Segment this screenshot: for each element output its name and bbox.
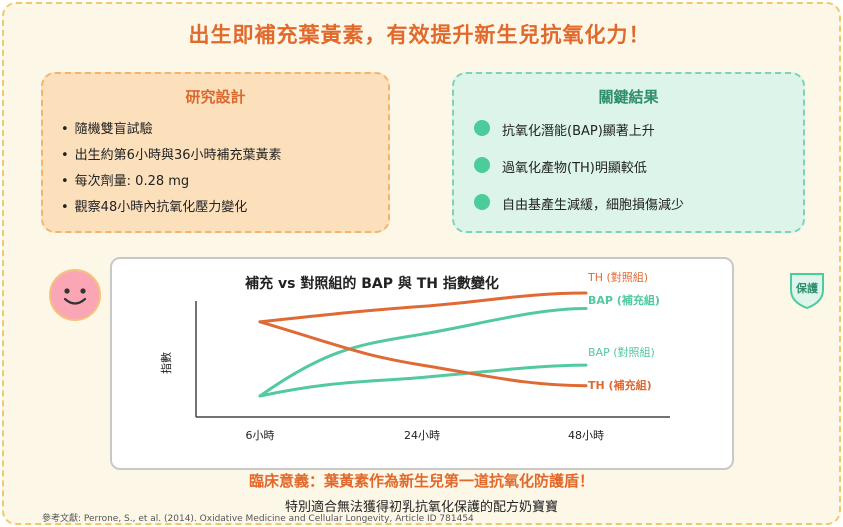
list-item: 觀察48小時內抗氧化壓力變化 (61, 196, 282, 222)
list-item: 過氧化產物(TH)明顯較低 (474, 157, 684, 194)
green-dot-icon (474, 157, 490, 173)
series-label: BAP (對照組) (588, 345, 655, 359)
result-text: 過氧化產物(TH)明顯較低 (502, 161, 647, 176)
study-design-panel: 研究設計 隨機雙盲試驗 出生約第6小時與36小時補充葉黃素 每次劑量: 0.28… (41, 72, 390, 233)
series-label: TH (補充組) (588, 378, 652, 392)
shield-label: 保護 (795, 281, 819, 295)
list-item: 自由基產生減緩，細胞損傷減少 (474, 194, 684, 231)
series-line (258, 363, 588, 398)
baby-smiley-icon (49, 269, 101, 321)
chart-container: 補充 vs 對照組的 BAP 與 TH 指數變化 指數 6小時 24小時 48小時 … (110, 257, 734, 470)
green-dot-icon (474, 120, 490, 136)
chart-title: 補充 vs 對照組的 BAP 與 TH 指數變化 (244, 275, 499, 292)
key-results-panel: 關鍵結果 抗氧化潛能(BAP)顯著上升 過氧化產物(TH)明顯較低 自由基產生減… (452, 72, 805, 233)
shield-icon: 保護 (790, 273, 824, 310)
y-axis-label: 指數 (159, 352, 173, 374)
list-item: 出生約第6小時與36小時補充葉黃素 (61, 144, 282, 170)
page-title: 出生即補充葉黃素，有效提升新生兒抗氧化力！ (188, 23, 651, 47)
series-line (258, 306, 588, 398)
key-results-title: 關鍵結果 (598, 88, 659, 106)
list-item: 抗氧化潛能(BAP)顯著上升 (474, 120, 684, 157)
x-tick-label: 48小時 (568, 429, 604, 442)
study-design-title: 研究設計 (185, 88, 246, 106)
result-text: 自由基產生減緩，細胞損傷減少 (502, 198, 685, 213)
list-item: 隨機雙盲試驗 (61, 118, 282, 144)
reference-citation: 參考文獻: Perrone, S., et al. (2014). Oxidat… (42, 514, 474, 524)
key-results-list: 抗氧化潛能(BAP)顯著上升 過氧化產物(TH)明顯較低 自由基產生減緩，細胞損… (474, 120, 684, 231)
clinical-meaning: 臨床意義：葉黃素作為新生兒第一道抗氧化防護盾！ (248, 472, 594, 490)
green-dot-icon (474, 194, 490, 210)
study-design-list: 隨機雙盲試驗 出生約第6小時與36小時補充葉黃素 每次劑量: 0.28 mg 觀… (61, 118, 282, 222)
line-chart: 補充 vs 對照組的 BAP 與 TH 指數變化 指數 6小時 24小時 48小時 … (159, 270, 670, 442)
series-label: TH (對照組) (587, 270, 648, 284)
series-line (258, 291, 588, 324)
x-tick-label: 24小時 (404, 429, 440, 442)
list-item: 每次劑量: 0.28 mg (61, 170, 282, 196)
note-text: 特別適合無法獲得初乳抗氧化保護的配方奶寶寶 (284, 500, 558, 515)
series-line (258, 320, 588, 388)
series-label: BAP (補充組) (588, 293, 660, 307)
x-tick-label: 6小時 (246, 429, 275, 442)
result-text: 抗氧化潛能(BAP)顯著上升 (502, 124, 655, 139)
